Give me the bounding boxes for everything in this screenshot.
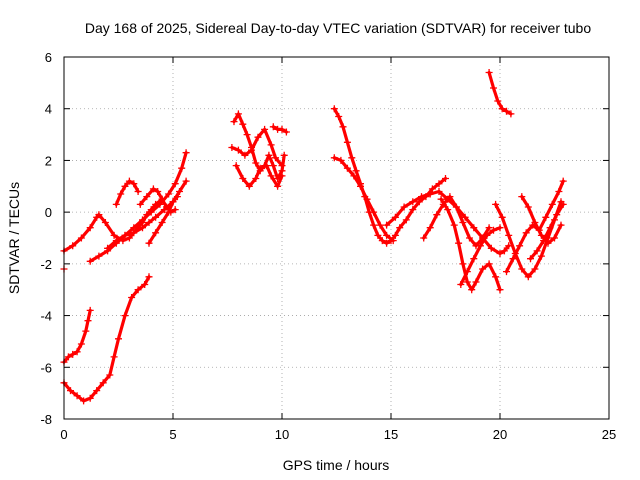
y-tick-label: -6 bbox=[40, 360, 52, 375]
series-arc-24-points bbox=[527, 200, 567, 263]
y-tick-label: -4 bbox=[40, 309, 52, 324]
y-tick-label: 6 bbox=[45, 50, 52, 65]
series-arc-7-points bbox=[145, 193, 181, 247]
series-arc-23-points bbox=[518, 193, 565, 247]
x-tick-label: 25 bbox=[602, 427, 616, 442]
y-axis-label: SDTVAR / TECUs bbox=[6, 182, 22, 294]
x-tick-label: 5 bbox=[169, 427, 176, 442]
y-tick-label: 4 bbox=[45, 102, 52, 117]
x-tick-labels: 0 5 10 15 20 25 bbox=[60, 427, 616, 442]
series-arc-16 bbox=[385, 189, 511, 256]
plot-frame bbox=[63, 56, 610, 420]
series-arc-3-points bbox=[86, 149, 190, 265]
series-arc-12-points bbox=[232, 162, 286, 190]
series-arc-11-points bbox=[228, 125, 286, 170]
y-tick-label: 2 bbox=[45, 153, 52, 168]
series-arc-5 bbox=[114, 179, 140, 206]
y-tick-label: -2 bbox=[40, 257, 52, 272]
x-tick-label: 20 bbox=[493, 427, 507, 442]
series-arc-15-points bbox=[330, 154, 397, 245]
x-tick-label: 15 bbox=[384, 427, 398, 442]
series-arc-24 bbox=[528, 202, 565, 261]
y-tick-label: -8 bbox=[40, 412, 52, 427]
series-arc-22 bbox=[504, 179, 565, 274]
series-arc-18 bbox=[439, 197, 502, 292]
y-tick-labels: -8 -6 -4 -2 0 2 4 6 bbox=[40, 50, 52, 427]
x-axis-label: GPS time / hours bbox=[283, 457, 390, 473]
series-arc-5-points bbox=[112, 177, 142, 208]
series-arc-13-points bbox=[269, 123, 290, 136]
series-arc-9-points bbox=[60, 273, 153, 405]
series-arc-20-points bbox=[485, 69, 515, 118]
series-arc-7 bbox=[147, 195, 179, 245]
axis-ticks bbox=[63, 56, 610, 420]
x-tick-label: 0 bbox=[60, 427, 67, 442]
y-tick-label: 0 bbox=[45, 205, 52, 220]
series-arc-19-points bbox=[457, 224, 504, 288]
series-arc-15 bbox=[332, 156, 395, 243]
x-tick-label: 10 bbox=[275, 427, 289, 442]
series-arc-18-points bbox=[437, 195, 504, 294]
chart-title: Day 168 of 2025, Sidereal Day-to-day VTE… bbox=[85, 20, 592, 36]
data-series bbox=[60, 69, 567, 405]
